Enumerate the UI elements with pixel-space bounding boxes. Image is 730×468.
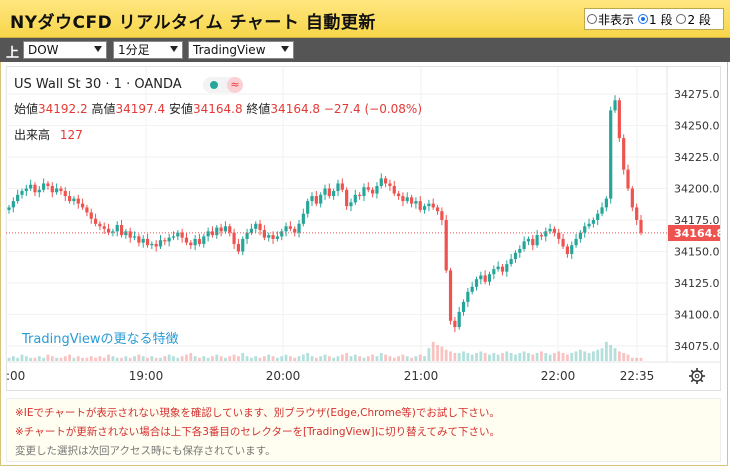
page-title: NYダウCFD リアルタイム チャート 自動更新 (10, 13, 376, 33)
high-label: 高値 (91, 102, 116, 116)
change-value: −27.4 (−0.08%) (323, 102, 423, 116)
delayed-data-icon: ≈ (227, 77, 243, 93)
radio-button-icon[interactable] (676, 14, 687, 24)
symbol-select[interactable]: DOW (23, 41, 107, 59)
interval-select-value: 1分足 (118, 43, 150, 57)
radio-label: 非表示 (598, 12, 635, 27)
close-label: 終値 (246, 102, 271, 116)
notice-update: ※チャートが更新されない場合は上下各3番目のセレクターを[TradingView… (15, 426, 501, 438)
market-open-dot-icon (210, 81, 218, 89)
volume-legend: 出来高 127 (14, 126, 83, 143)
volume-label: 出来高 (14, 128, 51, 142)
symbol-select-value: DOW (28, 43, 59, 57)
volume-value: 127 (59, 128, 83, 142)
open-label: 始値 (14, 102, 39, 116)
radio-hide[interactable]: 非表示 (587, 11, 634, 28)
radio-label: 2 段 (687, 12, 711, 27)
chevron-down-icon (94, 46, 102, 52)
chart-panel[interactable] (6, 66, 721, 391)
radio-two-rows[interactable]: 2 段 (676, 11, 711, 28)
low-value: 34164.8 (192, 102, 243, 116)
radio-label: 1 段 (649, 12, 673, 27)
display-mode-radio-group: 非表示 1 段 2 段 (584, 8, 724, 30)
notice-box: ※IEでチャートが表示されない現象を確認しています、別ブラウザ(Edge,Chr… (6, 398, 721, 462)
tradingview-features-link[interactable]: TradingViewの更なる特徴 (22, 332, 179, 347)
open-value: 34192.2 (38, 102, 88, 116)
high-value: 34197.4 (115, 102, 166, 116)
notice-ie: ※IEでチャートが表示されない現象を確認しています、別ブラウザ(Edge,Chr… (15, 407, 500, 419)
notice-saved: 変更した選択は次回アクセス時にも保存されています。 (15, 445, 276, 457)
source-select[interactable]: TradingView (188, 41, 294, 59)
interval-select[interactable]: 1分足 (113, 41, 183, 59)
low-label: 安値 (168, 102, 193, 116)
toolbar-position-label: 上 (6, 46, 20, 61)
source-select-value: TradingView (193, 43, 266, 57)
radio-one-row[interactable]: 1 段 (638, 11, 672, 28)
chevron-down-icon (281, 46, 289, 52)
close-value: 34164.8 (270, 102, 321, 116)
ohlc-legend: 始値34192.2 高値34197.4 安値34164.8 終値34164.8 … (14, 100, 422, 117)
market-status-pill[interactable]: ≈ (203, 77, 243, 93)
header-bar: NYダウCFD リアルタイム チャート 自動更新 非表示 1 段 2 段 (0, 0, 730, 38)
selector-toolbar: 上 DOW 1分足 TradingView (0, 38, 730, 62)
radio-button-icon[interactable] (638, 14, 649, 24)
symbol-title: US Wall St 30 · 1 · OANDA (14, 77, 182, 92)
radio-button-icon[interactable] (587, 14, 597, 24)
chevron-down-icon (170, 46, 178, 52)
